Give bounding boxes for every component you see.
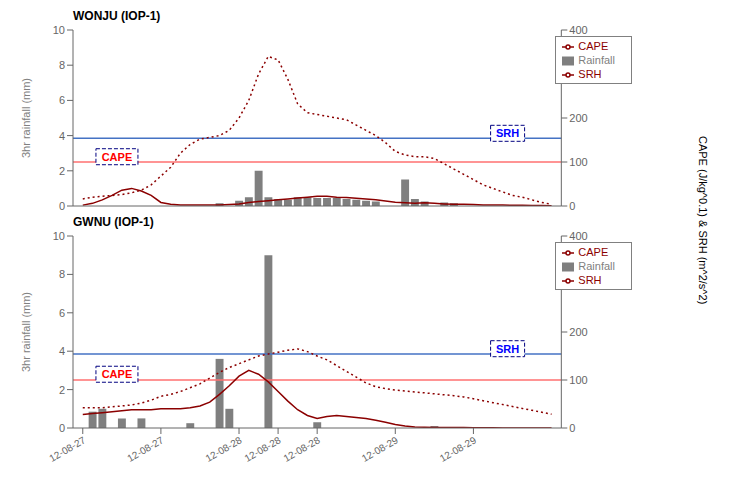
svg-text:0: 0 [59, 200, 65, 212]
svg-text:6: 6 [59, 94, 65, 106]
svg-text:CAPE: CAPE [102, 151, 133, 163]
svg-text:12-08-27: 12-08-27 [125, 434, 166, 464]
svg-text:400: 400 [569, 24, 587, 36]
svg-text:12-08-27: 12-08-27 [47, 434, 88, 464]
svg-text:0: 0 [569, 200, 575, 212]
svg-text:2: 2 [59, 384, 65, 396]
svg-text:6: 6 [59, 307, 65, 319]
svg-text:3hr rainfall (mm): 3hr rainfall (mm) [20, 292, 32, 372]
svg-text:12-08-28: 12-08-28 [203, 434, 244, 464]
svg-text:100: 100 [569, 374, 587, 386]
svg-text:100: 100 [569, 156, 587, 168]
svg-text:2: 2 [59, 165, 65, 177]
svg-text:12-08-28: 12-08-28 [242, 434, 283, 464]
svg-text:12-08-28: 12-08-28 [282, 434, 323, 464]
svg-text:12-08-29: 12-08-29 [438, 434, 479, 464]
svg-text:200: 200 [569, 112, 587, 124]
svg-text:4: 4 [59, 130, 65, 142]
svg-text:200: 200 [569, 326, 587, 338]
svg-text:3hr rainfall (mm): 3hr rainfall (mm) [20, 78, 32, 158]
svg-text:300: 300 [569, 68, 587, 80]
svg-text:SRH: SRH [496, 343, 519, 355]
svg-text:CAPE: CAPE [102, 368, 133, 380]
svg-text:10: 10 [53, 230, 65, 242]
svg-text:300: 300 [569, 278, 587, 290]
svg-text:0: 0 [59, 422, 65, 434]
svg-text:12-08-29: 12-08-29 [360, 434, 401, 464]
svg-text:0: 0 [569, 422, 575, 434]
svg-text:8: 8 [59, 268, 65, 280]
svg-text:10: 10 [53, 24, 65, 36]
svg-text:4: 4 [59, 345, 65, 357]
svg-text:8: 8 [59, 59, 65, 71]
svg-text:SRH: SRH [496, 127, 519, 139]
svg-text:400: 400 [569, 230, 587, 242]
